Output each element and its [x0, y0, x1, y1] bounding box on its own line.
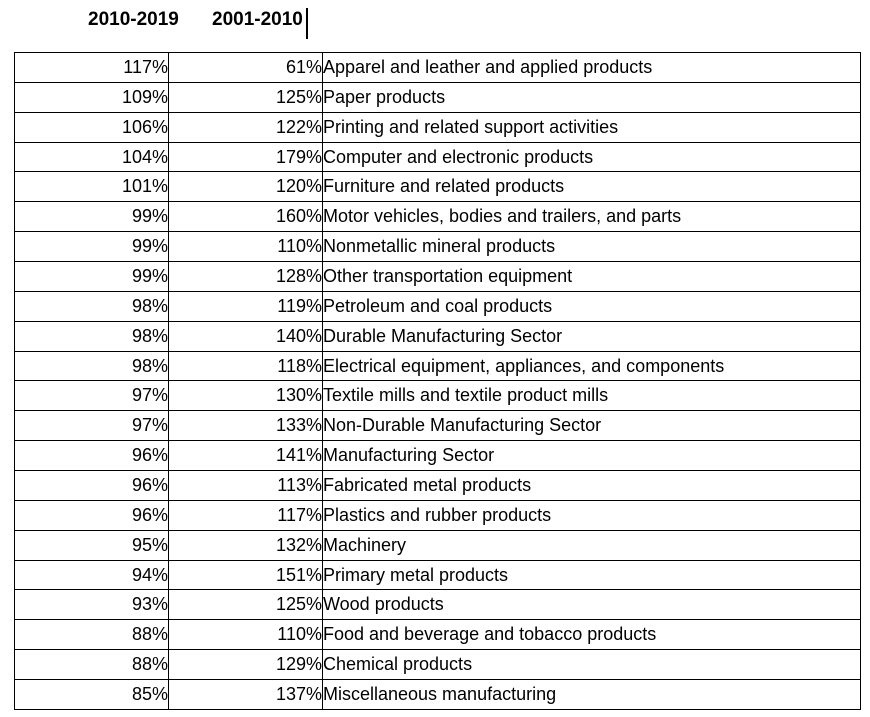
- cell-2001-2010-value: 110%: [168, 619, 323, 651]
- cell-2010-2019-value: 99%: [14, 261, 169, 292]
- cell-2001-2010-value: 137%: [168, 679, 323, 710]
- table-row: 88% 129% Chemical products: [14, 649, 861, 681]
- table-row: 96% 113% Fabricated metal products: [14, 470, 861, 501]
- table-row: 99% 160% Motor vehicles, bodies and traile…: [14, 201, 861, 233]
- cell-sector-name: Miscellaneous manufacturing: [322, 679, 861, 710]
- table-row: 109% 125% Paper products: [14, 81, 861, 113]
- cell-2001-2010-value: 61%: [168, 52, 323, 83]
- cell-sector-name: Computer and electronic products: [322, 141, 861, 173]
- cell-sector-name: Textile mills and textile product mills: [322, 380, 861, 412]
- cell-2010-2019-value: 104%: [14, 141, 169, 173]
- table-row: 101% 120% Furniture and related products: [14, 171, 861, 203]
- table-row: 98% 140% Durable Manufacturing Sector: [14, 320, 861, 352]
- cell-sector-name: Primary metal products: [322, 559, 861, 591]
- table-row: 96% 141% Manufacturing Sector: [14, 440, 861, 472]
- cell-2010-2019-value: 95%: [14, 529, 169, 561]
- cell-sector-name: Nonmetallic mineral products: [322, 231, 861, 263]
- cell-2010-2019-value: 99%: [14, 201, 169, 233]
- table-row: 95% 132% Machinery: [14, 529, 861, 561]
- cell-2010-2019-value: 96%: [14, 440, 169, 472]
- table-row: 85% 137% Miscellaneous manufacturing: [14, 679, 861, 710]
- cell-2001-2010-value: 122%: [168, 111, 323, 143]
- cell-sector-name: Petroleum and coal products: [322, 290, 861, 322]
- table-row: 99% 128% Other transportation equipment: [14, 261, 861, 292]
- cell-2010-2019-value: 96%: [14, 499, 169, 531]
- cell-sector-name: Printing and related support activities: [322, 111, 861, 143]
- cell-2001-2010-value: 151%: [168, 559, 323, 591]
- cell-sector-name: Wood products: [322, 589, 861, 621]
- cell-2001-2010-value: 130%: [168, 380, 323, 412]
- sector-table-body: 117% 61% Apparel and leather and applied p…: [14, 52, 861, 710]
- cell-sector-name: Plastics and rubber products: [322, 499, 861, 531]
- cell-2001-2010-value: 128%: [168, 261, 323, 292]
- cell-sector-name: Durable Manufacturing Sector: [322, 320, 861, 352]
- cell-sector-name: Apparel and leather and applied products: [322, 52, 861, 83]
- table-row: 93% 125% Wood products: [14, 589, 861, 621]
- cell-2010-2019-value: 85%: [14, 679, 169, 710]
- cell-sector-name: Furniture and related products: [322, 171, 861, 203]
- table-row: 99% 110% Nonmetallic mineral products: [14, 231, 861, 263]
- cell-2001-2010-value: 125%: [168, 81, 323, 113]
- cell-2010-2019-value: 98%: [14, 290, 169, 322]
- cell-2001-2010-value: 118%: [168, 350, 323, 382]
- cell-2001-2010-value: 113%: [168, 470, 323, 501]
- cell-2001-2010-value: 133%: [168, 410, 323, 442]
- cell-2010-2019-value: 88%: [14, 649, 169, 681]
- cell-2001-2010-value: 140%: [168, 320, 323, 352]
- cell-2001-2010-value: 125%: [168, 589, 323, 621]
- cell-2010-2019-value: 94%: [14, 559, 169, 591]
- table-row: 98% 119% Petroleum and coal products: [14, 290, 861, 322]
- table-row: 117% 61% Apparel and leather and applied p…: [14, 52, 861, 83]
- cell-2001-2010-value: 117%: [168, 499, 323, 531]
- table-row: 94% 151% Primary metal products: [14, 559, 861, 591]
- table-row: 97% 133% Non-Durable Manufacturing Sector: [14, 410, 861, 442]
- table-row: 96% 117% Plastics and rubber products: [14, 499, 861, 531]
- cell-sector-name: Fabricated metal products: [322, 470, 861, 501]
- cell-2010-2019-value: 97%: [14, 410, 169, 442]
- cell-sector-name: Other transportation equipment: [322, 261, 861, 292]
- cell-2010-2019-value: 106%: [14, 111, 169, 143]
- cell-sector-name: Paper products: [322, 81, 861, 113]
- column-header-2001-2010: 2001-2010: [212, 9, 303, 30]
- cell-2001-2010-value: 119%: [168, 290, 323, 322]
- text-cursor: [306, 8, 308, 39]
- cell-2001-2010-value: 110%: [168, 231, 323, 263]
- sector-table: 117% 61% Apparel and leather and applied p…: [14, 52, 861, 710]
- cell-sector-name: Motor vehicles, bodies and trailers, and…: [322, 201, 861, 233]
- cell-2010-2019-value: 101%: [14, 171, 169, 203]
- cell-sector-name: Manufacturing Sector: [322, 440, 861, 472]
- cell-2010-2019-value: 88%: [14, 619, 169, 651]
- cell-2010-2019-value: 98%: [14, 350, 169, 382]
- cell-sector-name: Electrical equipment, appliances, and co…: [322, 350, 861, 382]
- table-row: 104% 179% Computer and electronic products: [14, 141, 861, 173]
- table-row: 106% 122% Printing and related support act…: [14, 111, 861, 143]
- cell-2001-2010-value: 129%: [168, 649, 323, 681]
- cell-2010-2019-value: 117%: [14, 52, 169, 83]
- table-row: 97% 130% Textile mills and textile product…: [14, 380, 861, 412]
- table-row: 98% 118% Electrical equipment, appliances,…: [14, 350, 861, 382]
- column-header-2010-2019: 2010-2019: [88, 9, 179, 30]
- cell-sector-name: Machinery: [322, 529, 861, 561]
- cell-2001-2010-value: 160%: [168, 201, 323, 233]
- cell-sector-name: Non-Durable Manufacturing Sector: [322, 410, 861, 442]
- cell-2010-2019-value: 99%: [14, 231, 169, 263]
- cell-2001-2010-value: 179%: [168, 141, 323, 173]
- cell-sector-name: Food and beverage and tobacco products: [322, 619, 861, 651]
- cell-2001-2010-value: 141%: [168, 440, 323, 472]
- cell-2001-2010-value: 120%: [168, 171, 323, 203]
- cell-2010-2019-value: 109%: [14, 81, 169, 113]
- cell-2010-2019-value: 93%: [14, 589, 169, 621]
- cell-2001-2010-value: 132%: [168, 529, 323, 561]
- cell-2010-2019-value: 97%: [14, 380, 169, 412]
- table-row: 88% 110% Food and beverage and tobacco pro…: [14, 619, 861, 651]
- cell-2010-2019-value: 98%: [14, 320, 169, 352]
- cell-sector-name: Chemical products: [322, 649, 861, 681]
- cell-2010-2019-value: 96%: [14, 470, 169, 501]
